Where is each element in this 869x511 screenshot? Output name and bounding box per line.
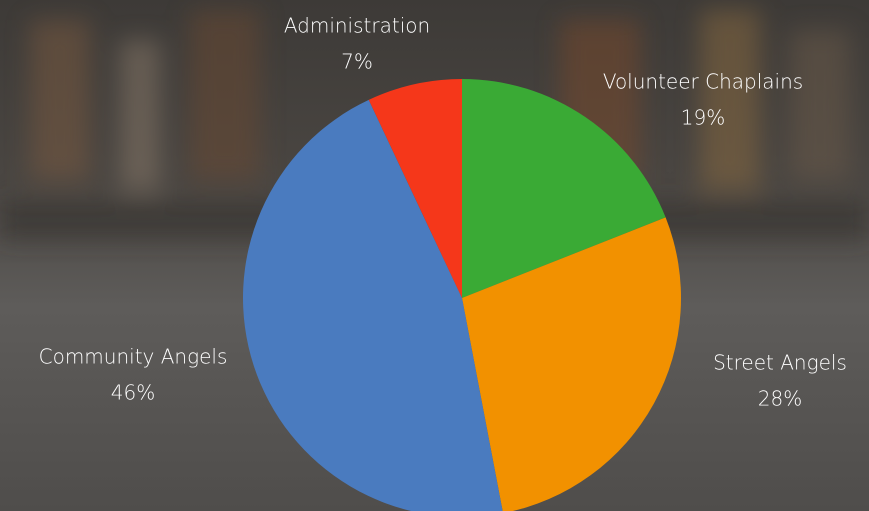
slice-value-label: 46% [111,381,155,405]
slice-value-label: 7% [341,50,373,74]
slice-value-label: 19% [681,106,725,130]
page: Volunteer Chaplains 19% Street Angels 28% Co… [0,0,869,511]
slice-value-label: 28% [758,387,802,411]
chart: Volunteer Chaplains 19% Street Angels 28% Co… [0,0,869,511]
slice-label: Administration [284,14,430,38]
slice-label: Street Angels [713,351,847,375]
slice-label: Community Angels [39,345,228,369]
pie [243,79,681,511]
slice-label: Volunteer Chaplains [603,70,803,94]
